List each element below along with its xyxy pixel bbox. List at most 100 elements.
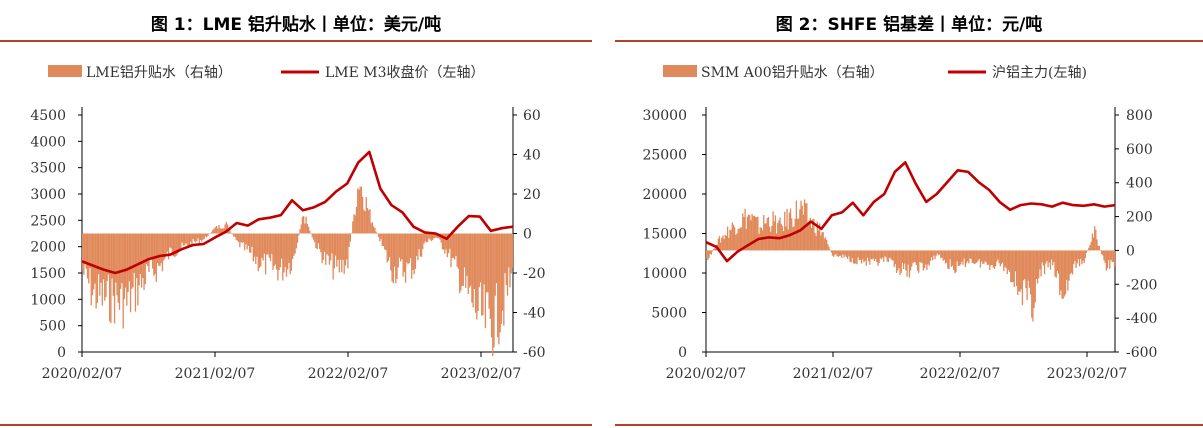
premium-bar [1062, 250, 1064, 299]
premium-bar [447, 233, 450, 254]
premium-bar [411, 233, 413, 279]
premium-bar [414, 233, 417, 269]
premium-bar [117, 233, 119, 303]
premium-bar [99, 233, 101, 296]
premium-bar [833, 250, 835, 257]
premium-bar [1105, 250, 1107, 271]
premium-bar [779, 217, 781, 251]
premium-bar [139, 233, 142, 275]
premium-bar [841, 250, 843, 258]
right-tick-label: 20 [523, 187, 541, 203]
premium-bar [1099, 250, 1102, 251]
premium-bar [285, 233, 288, 277]
premium-bar [164, 233, 166, 259]
premium-bar [1001, 250, 1004, 263]
legend-line-label: LME M3收盘价（左轴） [325, 64, 485, 81]
premium-bar [256, 233, 258, 257]
premium-bar [1054, 250, 1056, 277]
premium-bar [823, 238, 825, 251]
premium-bar [706, 250, 708, 258]
premium-bar [902, 250, 905, 270]
premium-bar [723, 239, 725, 251]
premium-bar [318, 233, 321, 249]
premium-bar [1020, 250, 1022, 290]
premium-bar [293, 233, 295, 256]
premium-bar [419, 233, 421, 257]
premium-bar [757, 216, 759, 251]
premium-bar [88, 233, 90, 284]
premium-bar [291, 233, 294, 260]
premium-bar [230, 232, 232, 234]
premium-bar [393, 233, 396, 267]
premium-bar [192, 233, 194, 239]
premium-bar [272, 233, 274, 270]
premium-bar [926, 250, 928, 270]
premium-bar [746, 216, 749, 251]
x-tick-label: 2020/02/07 [42, 366, 123, 382]
premium-bar [935, 250, 937, 256]
premium-bar [221, 228, 224, 234]
chart-panel-shfe: 图 2：SHFE 铝基差丨单位：元/吨 SMM A00铝升贴水（右轴） 沪铝主力(… [615, 0, 1203, 428]
premium-bar [1103, 250, 1105, 261]
premium-bar [454, 233, 456, 260]
premium-bar [385, 233, 387, 251]
premium-bar [187, 233, 189, 247]
premium-bar [483, 233, 485, 285]
premium-bar [403, 233, 406, 273]
premium-bar [860, 250, 863, 264]
premium-bar [358, 189, 360, 234]
premium-bar [320, 233, 322, 253]
left-tick-label: 0 [678, 345, 687, 361]
premium-bar [920, 250, 922, 263]
premium-bar [322, 233, 324, 260]
left-tick-label: 4000 [30, 134, 66, 150]
premium-bar [95, 233, 97, 309]
premium-bar [993, 250, 996, 269]
premium-bar [408, 233, 410, 263]
premium-bar [375, 231, 377, 234]
premium-bar [105, 233, 107, 297]
premium-bar [715, 246, 717, 251]
premium-bar [388, 233, 391, 258]
premium-bar [918, 250, 920, 273]
premium-bar [201, 233, 203, 242]
premium-bar [128, 233, 130, 282]
premium-bar [820, 235, 822, 251]
premium-bar [131, 233, 133, 289]
premium-bar [478, 233, 480, 288]
premium-bar [446, 233, 448, 258]
premium-bar [963, 250, 965, 259]
premium-bar [853, 250, 856, 264]
premium-bar [374, 227, 376, 234]
premium-bar [786, 208, 788, 251]
premium-bar [111, 233, 113, 279]
premium-bar [968, 250, 970, 264]
premium-bar [840, 250, 842, 256]
premium-bar [712, 248, 715, 251]
premium-bar [487, 233, 489, 293]
premium-bar [1064, 250, 1067, 295]
premium-bar [167, 233, 170, 260]
premium-bar [1075, 250, 1077, 269]
premium-bar [458, 233, 461, 293]
premium-bar [466, 233, 468, 276]
premium-bar [1011, 250, 1013, 283]
left-tick-label: 3500 [30, 161, 66, 177]
premium-bar [179, 233, 181, 251]
shfe-chart-svg: SMM A00铝升贴水（右轴） 沪铝主力(左轴)30000250002000015… [642, 65, 1157, 382]
premium-bar [474, 233, 477, 313]
premium-bar [450, 233, 452, 268]
premium-bar [778, 220, 780, 251]
right-tick-label: 400 [1126, 176, 1153, 192]
premium-bar [878, 250, 880, 264]
premium-bar [311, 233, 313, 238]
premium-bar [1104, 250, 1106, 263]
premium-bar [862, 250, 864, 260]
premium-bar [1048, 250, 1050, 263]
premium-bar [264, 233, 267, 275]
premium-bar [1108, 250, 1110, 261]
premium-bar [958, 250, 961, 266]
premium-bar [909, 250, 912, 271]
premium-bar [343, 233, 345, 275]
premium-bar [207, 233, 209, 236]
